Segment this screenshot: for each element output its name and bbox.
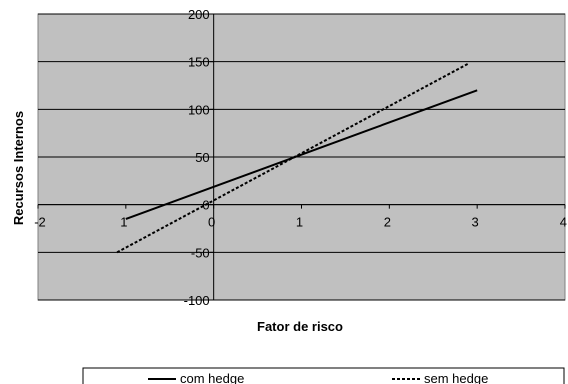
series-line-sem-hedge	[116, 62, 469, 254]
y-tick-labels: -100 -50 0 50 100 150 200	[184, 7, 210, 308]
y-tick-label: 0	[202, 198, 209, 213]
legend-box	[82, 367, 565, 384]
x-tick-label: 4	[560, 215, 567, 230]
x-tick-label: 1	[120, 215, 127, 230]
y-tick-label: 100	[188, 102, 210, 117]
x-tick-labels: -2 1 0 1 2 3 4	[34, 215, 567, 230]
x-axis-title: Fator de risco	[257, 319, 343, 334]
legend-label: com hedge	[180, 371, 244, 384]
y-tick-label: -100	[184, 293, 210, 308]
series-line-com-hedge	[125, 89, 478, 220]
y-tick-label: 150	[188, 55, 210, 70]
gridlines	[38, 13, 565, 301]
y-tick-label: 50	[195, 150, 209, 165]
legend: com hedge sem hedge	[148, 371, 488, 384]
x-tick-label: 1	[296, 215, 303, 230]
series-lines	[116, 62, 478, 254]
y-axis-title: Recursos Internos	[11, 111, 26, 225]
legend-label: sem hedge	[424, 371, 488, 384]
x-tick-label: -2	[34, 215, 46, 230]
axes	[37, 13, 566, 301]
y-tick-label: -50	[191, 245, 210, 260]
y-tick-label: 200	[188, 7, 210, 22]
x-tick-label: 0	[208, 215, 215, 230]
x-tick-label: 3	[472, 215, 479, 230]
x-tick-label: 2	[384, 215, 391, 230]
